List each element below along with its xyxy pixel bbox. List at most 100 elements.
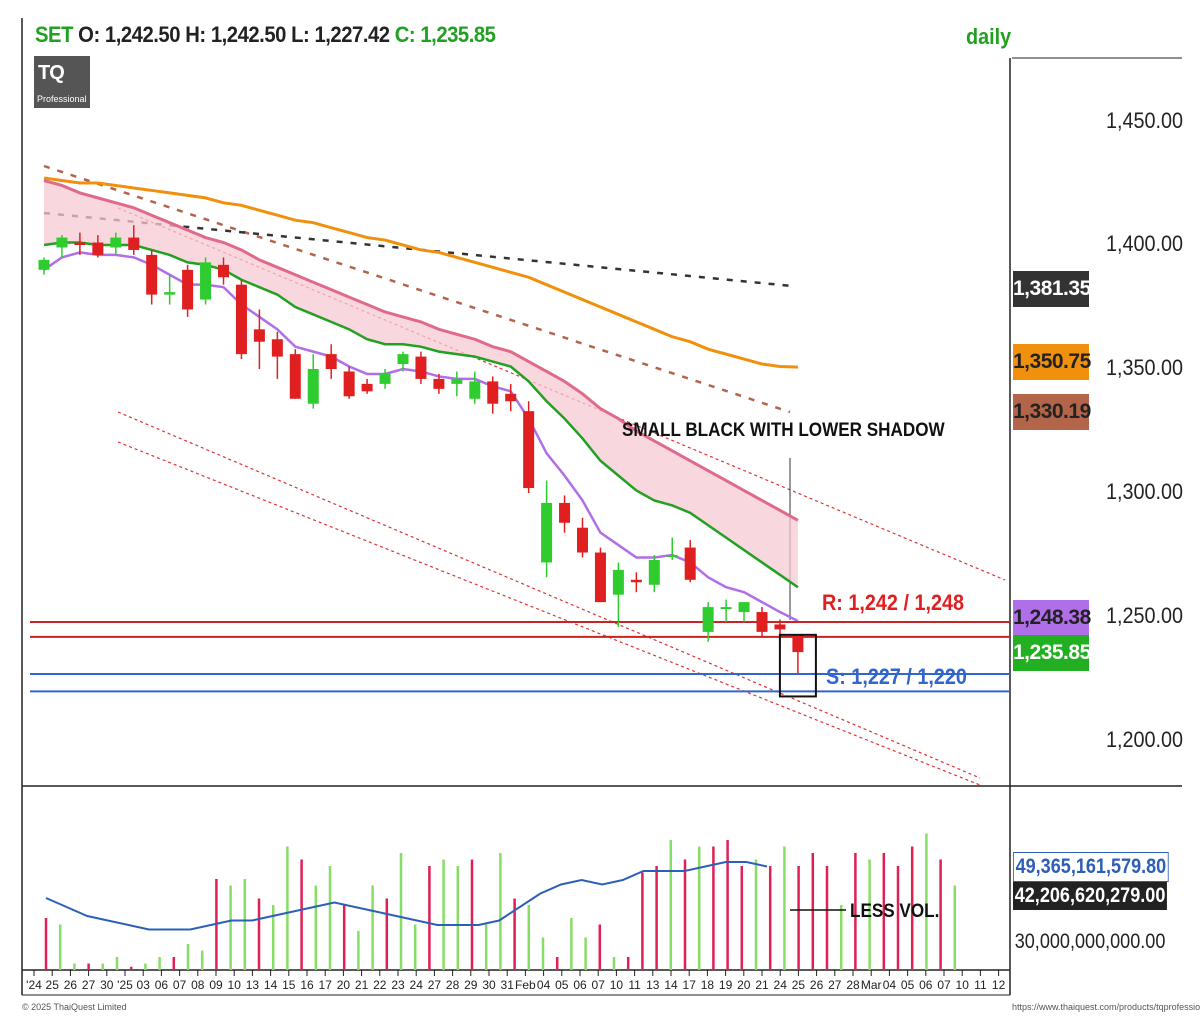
date-tick-label: 18 [701, 978, 715, 992]
tq-logo: TQ Professional [34, 56, 90, 108]
candle-body [684, 547, 696, 580]
footer-url[interactable]: https://www.thaiquest.com/products/tqpro… [1012, 1002, 1200, 1012]
price-tag-sma-orange: 1,350.75 [1013, 344, 1091, 380]
date-tick-label: 15 [282, 978, 296, 992]
date-tick-label: 04 [537, 978, 551, 992]
date-tick-label: 27 [828, 978, 842, 992]
candle-body [218, 264, 229, 278]
date-tick-label: 26 [810, 978, 824, 992]
volume-bars [44, 833, 957, 970]
logo-text: Professional [37, 94, 87, 104]
candle-body [379, 373, 391, 384]
candle-body [92, 242, 104, 255]
date-tick-label: 06 [573, 978, 587, 992]
date-tick-label: 16 [300, 978, 314, 992]
candle-body [253, 329, 265, 342]
open-value: 1,242.50 [104, 22, 181, 47]
date-tick-label: 05 [901, 978, 915, 992]
copyright: © 2025 ThaiQuest Limited [22, 1002, 127, 1012]
date-tick-label: 17 [319, 978, 333, 992]
date-tick-label: 11 [974, 978, 987, 992]
date-tick-label: '25 [117, 978, 133, 992]
date-tick-label: 17 [683, 978, 697, 992]
candle-body [774, 624, 786, 630]
date-tick-label: 14 [264, 978, 278, 992]
date-tick-label: 11 [628, 978, 641, 992]
date-tick-label: 22 [373, 978, 387, 992]
candle-body [612, 569, 624, 595]
date-tick-label: 28 [846, 978, 860, 992]
price-tick: 1,400.00 [1106, 231, 1184, 256]
candle-body [559, 502, 571, 523]
ema-mid-line [43, 241, 799, 589]
date-tick-label: Feb [515, 978, 536, 992]
price-tag-sma-black: 1,381.35 [1013, 271, 1091, 307]
date-tick-label: 21 [755, 978, 769, 992]
candle-body [343, 371, 355, 397]
candle-body [361, 383, 373, 392]
date-tick-label: 06 [155, 978, 169, 992]
date-tick-label: 20 [337, 978, 351, 992]
date-tick-label: 10 [228, 978, 242, 992]
close-value: 1,235.85 [420, 22, 496, 47]
date-tick-label: 07 [592, 978, 606, 992]
candle-body [433, 378, 445, 389]
channel-lower-2 [117, 441, 981, 786]
candle-body [702, 607, 714, 632]
close-label: C: [394, 22, 416, 47]
date-tick-label: 28 [446, 978, 460, 992]
date-tick-label: 25 [792, 978, 806, 992]
ohlc-header: SET O: 1,242.50 H: 1,242.50 L: 1,227.42 … [35, 22, 496, 48]
candle-body [505, 393, 517, 402]
date-tick-label: 29 [464, 978, 478, 992]
candle-body [415, 356, 427, 379]
ribbon-fill [44, 180, 798, 588]
candle-body [469, 381, 481, 399]
logo-mark: TQ [38, 62, 65, 84]
volume-annotation: LESS VOL. [850, 901, 940, 922]
channel-lower [117, 411, 981, 779]
date-tick-label: 30 [482, 978, 496, 992]
candle-body [235, 284, 247, 355]
period-label[interactable]: daily [966, 24, 1012, 49]
date-tick-label: 24 [774, 978, 788, 992]
volume-tag: 42,206,620,279.00 [1013, 882, 1168, 910]
candle-body [577, 527, 588, 553]
candle-body [648, 559, 660, 585]
candles [38, 225, 817, 698]
candle-body [594, 552, 606, 603]
date-tick-label: 30 [100, 978, 114, 992]
candle-body [146, 254, 158, 295]
candle-body [289, 354, 301, 399]
date-axis: '24 25 26 27 30'25 03 06 07 08 09 10 13 14 15 16 17 20 21… [26, 970, 1006, 992]
candle-body [792, 635, 804, 653]
date-tick-label: 08 [191, 978, 205, 992]
candle-body [325, 354, 337, 369]
date-tick-label: 09 [209, 978, 223, 992]
date-tick-label: 27 [428, 978, 442, 992]
date-tick-label: 24 [410, 978, 424, 992]
date-tick-label: 13 [246, 978, 260, 992]
date-tick-label: 31 [501, 978, 515, 992]
candle-body [38, 259, 50, 270]
candle-body [738, 602, 750, 613]
open-label: O: [78, 22, 100, 47]
date-tick-label: 03 [137, 978, 151, 992]
volume-ma-line [45, 861, 768, 931]
date-tick-label: '24 [26, 978, 42, 992]
price-tag-ema-fast: 1,248.38 [1013, 600, 1091, 636]
dashed-sma-brown [43, 164, 791, 414]
sma-long-line [43, 176, 798, 369]
price-tick: 1,450.00 [1106, 108, 1184, 133]
candle-body [164, 292, 176, 295]
date-tick-label: 25 [46, 978, 60, 992]
candle-body [630, 579, 642, 583]
candle-body [756, 612, 768, 632]
high-value: 1,242.50 [210, 22, 287, 47]
date-tick-label: 13 [646, 978, 660, 992]
price-tag-last-close: 1,235.85 [1013, 635, 1091, 671]
price-tick: 1,300.00 [1106, 479, 1184, 504]
date-tick-label: 21 [355, 978, 369, 992]
candle-body [182, 269, 194, 310]
